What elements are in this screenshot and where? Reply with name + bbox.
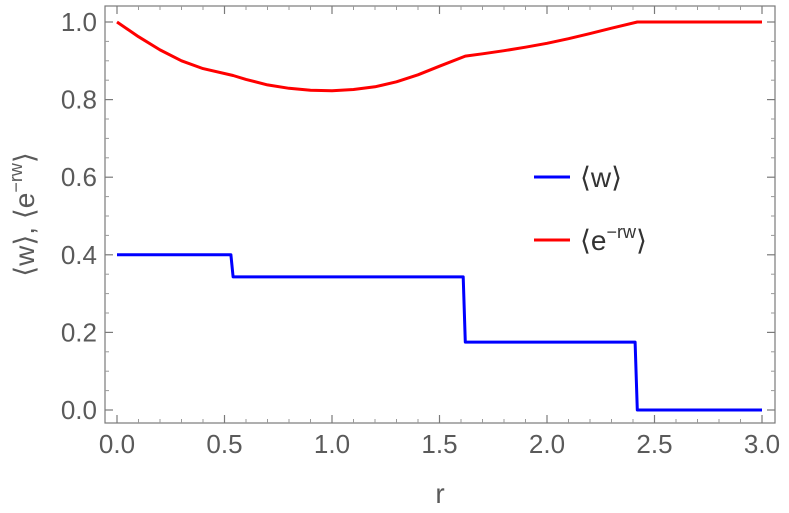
legend-label-exp-close: ⟩ <box>636 225 647 256</box>
x-axis-ticks: 0.0 0.5 1.0 1.5 2.0 2.5 3.0 <box>99 6 780 459</box>
y-tick-label: 0.2 <box>61 317 97 347</box>
y-tick-label: 1.0 <box>61 7 97 37</box>
legend-label-w: ⟨w⟩ <box>580 162 622 193</box>
y-axis-title: ⟨w⟩, ⟨e−rw⟩ <box>6 152 40 277</box>
legend-label-exp-main: ⟨e <box>580 225 607 256</box>
legend-label-exp: ⟨e−rw⟩ <box>580 222 647 256</box>
legend-label-exp-sup: −rw <box>607 222 638 242</box>
x-tick-label: 0.5 <box>206 429 242 459</box>
series-layer <box>116 20 762 412</box>
y-axis-title-close: ⟩ <box>9 152 40 163</box>
x-tick-label: 0.0 <box>99 429 135 459</box>
series-line-1 <box>116 20 762 93</box>
y-axis-title-main: ⟨w⟩, ⟨e <box>9 193 40 277</box>
x-tick-label: 1.5 <box>421 429 457 459</box>
x-tick-label: 3.0 <box>744 429 780 459</box>
x-axis-title: r <box>435 478 444 509</box>
y-axis-title-sup: −rw <box>6 162 26 193</box>
y-tick-label: 0.0 <box>61 395 97 425</box>
y-tick-label: 0.8 <box>61 85 97 115</box>
series-line-0 <box>117 253 762 412</box>
y-tick-label: 0.6 <box>61 162 97 192</box>
y-axis-ticks: 0.0 0.2 0.4 0.6 0.8 1.0 <box>61 7 775 425</box>
y-tick-label: 0.4 <box>61 240 97 270</box>
x-tick-label: 2.5 <box>636 429 672 459</box>
legend: ⟨w⟩ ⟨e−rw⟩ <box>534 162 647 256</box>
x-tick-label: 2.0 <box>529 429 565 459</box>
x-tick-label: 1.0 <box>314 429 350 459</box>
